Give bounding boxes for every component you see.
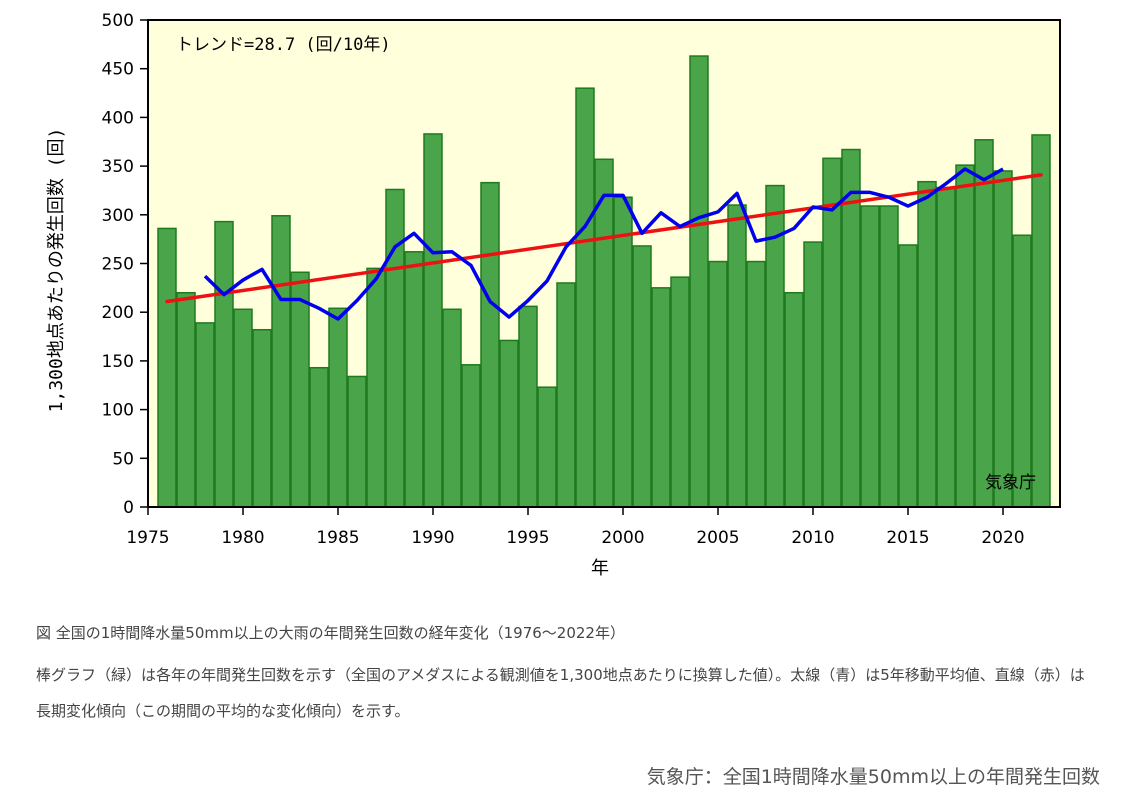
x-tick-label: 1990 [411, 528, 454, 548]
bar-1995 [518, 305, 538, 508]
source-credit: 気象庁：全国1時間降水量50mm以上の年間発生回数 [646, 766, 1100, 788]
bar-2005 [708, 260, 728, 508]
bar-2014 [879, 205, 899, 508]
x-tick-label: 2020 [981, 528, 1024, 548]
bar-1978 [195, 322, 215, 508]
bar-1998 [575, 87, 595, 508]
moving-average-line [203, 167, 1004, 321]
x-axis: 1975 1980 1985 1990 1995 2000 2005 2010 2015 2020 [126, 507, 1025, 548]
trend-line [165, 173, 1043, 304]
x-tick-label: 1980 [221, 528, 264, 548]
bar-1990 [423, 133, 443, 508]
bar-1983 [290, 271, 310, 508]
y-tick-label: 150 [102, 352, 134, 372]
bar-2000 [613, 196, 633, 508]
bar-2022 [1031, 134, 1051, 508]
bar-2002 [651, 287, 671, 508]
y-tick-label: 100 [102, 401, 134, 421]
bar-1979 [214, 220, 234, 508]
bar-1999 [594, 158, 614, 508]
x-tick-label: 2010 [791, 528, 834, 548]
bar-1982 [271, 215, 291, 508]
x-tick-label: 1985 [316, 528, 359, 548]
bar-1994 [499, 339, 519, 508]
bar-1977 [176, 291, 196, 508]
y-axis: 0 50 100 150 200 250 300 350 400 450 500 [102, 11, 148, 518]
x-tick-label: 2000 [601, 528, 644, 548]
bar-2003 [670, 276, 690, 508]
agency-label: 気象庁 [985, 473, 1036, 493]
y-axis-label: 1,300地点あたりの発生回数 (回) [46, 128, 67, 413]
bar-1993 [480, 181, 500, 508]
bar-1991 [442, 308, 462, 508]
bar-1987 [366, 267, 386, 508]
bar-2021 [1012, 234, 1032, 508]
y-tick-label: 250 [102, 255, 134, 275]
lines [165, 167, 1043, 321]
bar-2016 [917, 180, 937, 508]
bar-2007 [746, 260, 766, 508]
bar-2013 [860, 205, 880, 508]
caption-title: 図 全国の1時間降水量50mm以上の大雨の年間発生回数の経年変化（1976～20… [36, 624, 625, 642]
y-tick-label: 50 [112, 449, 134, 469]
x-tick-label: 2015 [886, 528, 929, 548]
y-tick-label: 350 [102, 157, 134, 177]
x-tick-label: 1995 [506, 528, 549, 548]
bar-1981 [252, 328, 272, 508]
bar-1988 [385, 188, 405, 508]
x-axis-label: 年 [591, 558, 609, 579]
bar-2017 [936, 186, 956, 508]
bar-1992 [461, 364, 481, 508]
y-tick-label: 200 [102, 303, 134, 323]
bar-2018 [955, 164, 975, 508]
bar-2009 [784, 291, 804, 508]
bar-1984 [309, 366, 329, 508]
bar-2015 [898, 244, 918, 508]
bar-2001 [632, 245, 652, 508]
bar-2019 [974, 139, 994, 508]
bar-1980 [233, 308, 253, 508]
y-tick-label: 400 [102, 108, 134, 128]
y-tick-label: 300 [102, 206, 134, 226]
y-tick-label: 450 [102, 60, 134, 80]
bar-2004 [689, 55, 709, 508]
bar-2010 [803, 241, 823, 508]
bar-2020 [993, 170, 1013, 508]
bar-1976 [157, 227, 177, 508]
y-tick-label: 0 [123, 498, 134, 518]
bar-1986 [347, 375, 367, 508]
bar-1997 [556, 282, 576, 508]
x-tick-label: 1975 [126, 528, 169, 548]
caption-description: 棒グラフ（緑）は各年の年間発生回数を示す（全国のアメダスによる観測値を1,300… [36, 666, 1085, 720]
bar-1989 [404, 251, 424, 508]
bar-1985 [328, 307, 348, 508]
bar-1996 [537, 386, 557, 508]
y-tick-label: 500 [102, 11, 134, 31]
x-tick-label: 2005 [696, 528, 739, 548]
bar-2006 [727, 204, 747, 508]
trend-label: トレンド=28.7 (回/10年) [176, 35, 391, 55]
